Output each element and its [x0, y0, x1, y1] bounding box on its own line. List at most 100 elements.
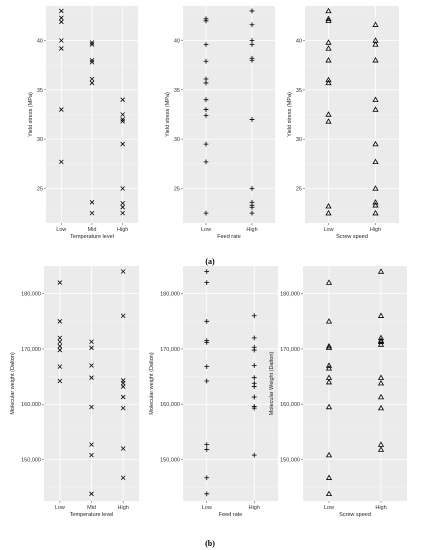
y-tick-label: 170,000 — [160, 347, 180, 353]
data-point — [120, 210, 125, 216]
data-point — [372, 57, 379, 63]
data-point — [377, 312, 385, 318]
data-point — [325, 318, 333, 324]
data-point — [57, 347, 63, 353]
data-point — [120, 204, 125, 210]
data-point — [89, 363, 94, 368]
data-point — [251, 335, 257, 341]
data-point — [325, 17, 332, 23]
data-point — [59, 15, 64, 21]
y-tick-label: 30 — [37, 137, 43, 143]
data-point — [249, 8, 255, 14]
data-point — [120, 141, 125, 147]
data-point — [120, 380, 126, 386]
data-point — [57, 339, 63, 345]
data-point — [120, 313, 126, 319]
data-point — [325, 451, 333, 458]
data-point — [372, 209, 379, 216]
data-point — [59, 46, 64, 51]
data-point — [89, 42, 95, 47]
data-point — [251, 394, 257, 400]
data-point — [203, 113, 209, 118]
y-axis-title: Yield stress (MPa) — [165, 92, 171, 137]
data-point — [203, 42, 209, 47]
data-point — [249, 22, 255, 28]
data-point — [89, 452, 94, 458]
data-point — [372, 106, 379, 112]
chart-b1: 150,000 160,000 170,000 180,000 Low Mid High Te… — [10, 266, 139, 518]
data-point — [377, 338, 385, 344]
y-tick-label: 30 — [174, 137, 180, 143]
data-point — [203, 107, 209, 112]
data-point — [89, 210, 95, 216]
data-point — [120, 117, 125, 122]
data-point — [204, 280, 210, 285]
data-point — [59, 19, 64, 25]
data-point — [204, 491, 210, 497]
data-point — [59, 8, 64, 14]
data-point — [59, 107, 64, 112]
y-axis-title: Yield stress (MPa) — [287, 92, 293, 137]
data-point — [377, 393, 385, 400]
x-tick-label: High — [370, 227, 381, 233]
data-point — [57, 364, 63, 369]
data-point — [204, 364, 210, 370]
data-point — [89, 442, 94, 447]
data-point — [372, 21, 379, 27]
figure-label-b: (b) — [205, 539, 215, 548]
data-point — [204, 339, 210, 345]
x-tick-label: Mid — [87, 505, 96, 511]
x-tick-label: Low — [202, 505, 212, 511]
data-point — [89, 80, 95, 86]
data-point — [204, 269, 210, 274]
data-point — [89, 375, 94, 380]
y-tick-label: 150,000 — [160, 458, 180, 464]
data-point — [57, 343, 63, 349]
y-tick-label: 180,000 — [160, 292, 180, 298]
data-point — [325, 203, 332, 209]
data-point — [89, 404, 94, 410]
data-point — [89, 59, 95, 65]
y-tick-label: 25 — [296, 186, 302, 192]
data-point — [377, 374, 385, 380]
data-point — [372, 158, 379, 165]
data-point — [203, 80, 209, 86]
y-tick-label: 160,000 — [160, 402, 180, 408]
y-tick-label: 40 — [296, 39, 302, 45]
x-tick-label: Low — [323, 227, 333, 233]
data-point — [59, 159, 64, 165]
data-point — [89, 339, 94, 345]
data-point — [120, 97, 125, 102]
data-point — [325, 403, 333, 410]
x-tick-label: Low — [55, 505, 65, 511]
data-point — [249, 117, 255, 122]
data-point — [57, 378, 63, 384]
y-tick-label: 160,000 — [280, 402, 300, 408]
data-point — [251, 405, 257, 411]
data-point — [251, 347, 257, 353]
data-point — [372, 202, 379, 208]
data-point — [203, 97, 209, 103]
data-point — [203, 18, 209, 24]
data-point — [325, 45, 332, 51]
data-point — [325, 344, 333, 351]
data-point — [325, 474, 333, 480]
data-point — [249, 186, 255, 191]
y-axis-title: Molecular Weight (Dalton) — [269, 352, 275, 416]
data-point — [120, 200, 125, 206]
plot-panel — [183, 266, 278, 501]
data-point — [120, 186, 125, 191]
data-point — [325, 209, 332, 216]
data-point — [203, 159, 209, 165]
x-axis-title: Screw speed — [339, 512, 371, 518]
x-tick-label: High — [117, 227, 128, 233]
data-point — [57, 319, 63, 324]
data-point — [204, 318, 210, 324]
data-point — [249, 57, 255, 63]
data-point — [203, 141, 209, 147]
y-tick-label: 25 — [37, 186, 43, 192]
data-point — [325, 111, 332, 117]
x-tick-label: High — [249, 505, 260, 511]
